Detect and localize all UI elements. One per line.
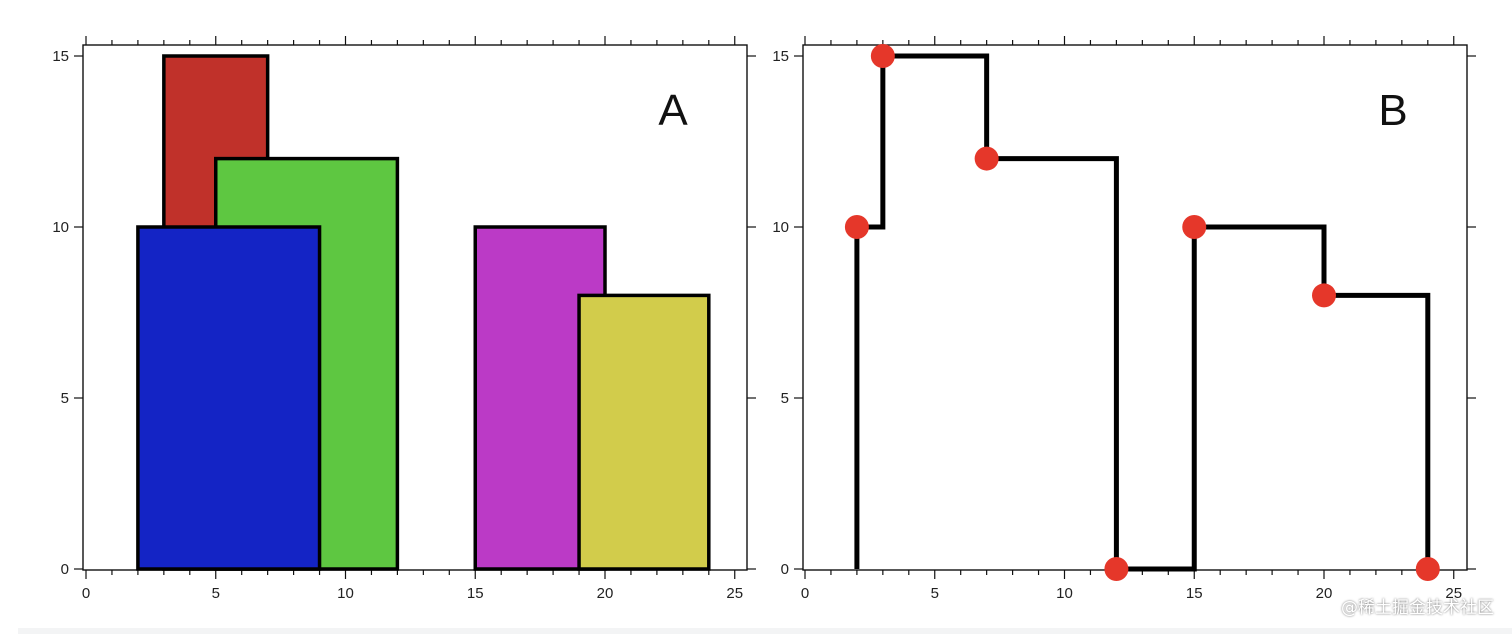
x-tick-label-10: 10 [1056, 585, 1073, 602]
panel-a: 0 5 10 15 20 25 0 5 10 15 A [52, 36, 756, 602]
y-tick-label-0: 0 [781, 561, 789, 578]
skyline-point-4 [1104, 557, 1129, 581]
skyline-point-3 [974, 146, 999, 171]
skyline-point-1 [844, 215, 869, 239]
panel-b: 0 5 10 15 20 25 0 5 10 15 B [772, 36, 1476, 602]
panel-0-frame [82, 44, 748, 571]
bar-rect-3 [136, 225, 322, 571]
x-tick-label-10: 10 [337, 585, 354, 602]
panel-b-label: B [1378, 86, 1407, 135]
skyline-point-7 [1415, 557, 1440, 581]
y-tick-label-15: 15 [772, 48, 789, 65]
x-tick-label-20: 20 [1316, 585, 1333, 602]
x-tick-label-15: 15 [1186, 585, 1203, 602]
x-tick-label-0: 0 [82, 585, 90, 602]
y-tick-label-15: 15 [52, 48, 69, 65]
x-tick-label-25: 25 [1445, 585, 1462, 602]
x-tick-label-25: 25 [726, 585, 743, 602]
x-tick-label-20: 20 [597, 585, 614, 602]
x-tick-label-5: 5 [931, 585, 939, 602]
y-tick-label-0: 0 [61, 561, 69, 578]
y-tick-label-10: 10 [52, 219, 69, 236]
x-tick-label-0: 0 [801, 585, 809, 602]
skyline-line [854, 53, 1431, 572]
bar-rect-5 [577, 293, 711, 571]
panel-a-label: A [658, 86, 688, 135]
watermark: @稀土掘金技术社区 [1341, 598, 1494, 618]
skyline-point-5 [1182, 215, 1207, 239]
x-tick-label-5: 5 [212, 585, 220, 602]
skyline-point-6 [1312, 283, 1336, 308]
y-tick-label-5: 5 [781, 390, 789, 407]
y-tick-label-5: 5 [61, 390, 69, 407]
panel-1-frame [802, 44, 1468, 571]
skyline-point-2 [870, 44, 895, 68]
x-tick-label-15: 15 [467, 585, 484, 602]
y-tick-label-10: 10 [772, 219, 789, 236]
bottom-strip [18, 628, 1512, 634]
